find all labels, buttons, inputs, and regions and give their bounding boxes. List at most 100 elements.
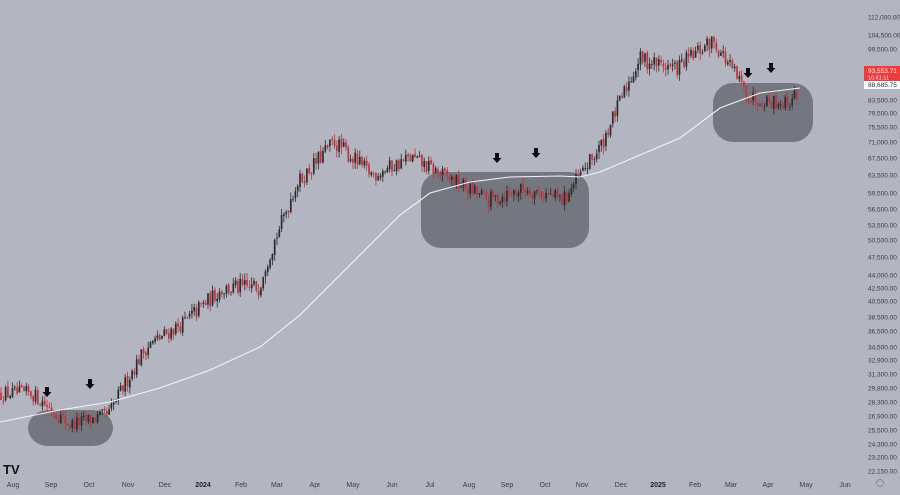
candle-body — [395, 160, 398, 171]
candle-body — [124, 377, 127, 392]
candle-body — [722, 51, 725, 53]
candle-body — [381, 171, 384, 177]
candle-body — [680, 59, 683, 61]
y-tick-label: 31,300.00 — [868, 372, 897, 379]
candle-body — [766, 96, 768, 107]
candle-body — [312, 158, 315, 174]
candle-body — [156, 335, 159, 339]
candle-body — [533, 191, 536, 199]
x-tick-label: Sep — [501, 482, 514, 489]
candle-body — [441, 168, 444, 176]
x-tick-label: Sep — [45, 482, 58, 489]
candle-body — [437, 169, 439, 173]
candle-body — [651, 64, 653, 65]
y-tick-label: 63,500.00 — [868, 173, 897, 180]
candle-body — [260, 288, 262, 296]
candle-body — [743, 81, 745, 87]
candle-body — [18, 386, 21, 393]
candle-body — [687, 53, 690, 57]
x-tick-label: Feb — [235, 482, 247, 489]
candle-body — [87, 415, 90, 422]
candle-body — [425, 161, 428, 172]
reference-price-label: 88,685.75 — [868, 82, 897, 89]
candle-body — [726, 62, 729, 65]
candle-body — [407, 154, 409, 157]
x-tick-label: May — [346, 482, 360, 489]
settings-icon[interactable] — [876, 479, 884, 487]
candle-body — [41, 400, 44, 407]
candle-body — [55, 414, 58, 419]
candle-body — [404, 154, 407, 162]
candle-body — [563, 191, 566, 206]
candle-body — [36, 390, 39, 405]
candle-body — [499, 202, 501, 204]
candle-body — [115, 400, 117, 403]
candle-body — [529, 190, 531, 195]
candle-body — [556, 190, 559, 198]
candle-body — [457, 175, 460, 188]
candle-body — [676, 61, 679, 75]
candle-body — [119, 385, 122, 391]
candle-body — [582, 167, 584, 171]
candle-body — [713, 37, 715, 43]
candle-body — [565, 192, 568, 202]
candle-body — [777, 104, 780, 108]
candle-body — [754, 93, 757, 103]
x-tick-label: Feb — [689, 482, 701, 489]
candle-body — [227, 284, 230, 293]
y-tick-label: 40,500.00 — [868, 299, 897, 306]
candle-body — [253, 280, 255, 285]
candle-body — [30, 391, 32, 397]
y-tick-label: 23,200.00 — [868, 455, 897, 462]
candle-body — [572, 184, 575, 188]
down-arrow-icon — [743, 68, 753, 78]
candle-body — [188, 313, 191, 317]
candle-body — [683, 60, 685, 67]
candle-body — [0, 392, 2, 400]
candle-body — [163, 329, 166, 336]
candle-body — [434, 168, 437, 174]
y-tick-label: 24,300.00 — [868, 442, 897, 449]
candle-body — [154, 338, 156, 342]
candle-body — [158, 334, 161, 340]
candle-body — [641, 51, 644, 63]
candle-body — [591, 154, 593, 160]
candle-body — [126, 376, 129, 387]
candle-body — [303, 181, 306, 184]
candle-body — [400, 159, 403, 169]
y-tick-label: 112,000.00 — [868, 15, 900, 22]
candle-body — [639, 51, 642, 65]
candle-body — [644, 53, 646, 62]
x-tick-label: Dec — [615, 482, 628, 489]
candle-body — [147, 347, 150, 356]
candle-body — [301, 174, 304, 182]
candle-body — [315, 158, 317, 164]
candle-body — [552, 194, 554, 198]
candle-body — [414, 154, 416, 158]
x-tick-label: Oct — [540, 482, 551, 489]
candle-body — [69, 424, 71, 429]
candle-body — [724, 51, 727, 64]
candle-body — [430, 159, 432, 164]
candle-body — [759, 105, 761, 107]
moving-average — [0, 87, 801, 423]
y-tick-label: 34,500.00 — [868, 345, 897, 352]
candle-body — [347, 147, 350, 162]
candle-body — [308, 167, 311, 174]
candle-body — [280, 215, 283, 229]
candle-body — [678, 60, 681, 75]
highlight-zone — [713, 83, 813, 142]
x-tick-label: Aug — [463, 482, 476, 489]
candle-body — [294, 191, 297, 199]
candle-body — [637, 63, 639, 71]
candle-body — [575, 174, 577, 184]
candle-body — [202, 302, 205, 304]
candle-body — [25, 386, 28, 392]
candle-body — [595, 153, 598, 160]
candle-body — [519, 184, 522, 193]
candle-body — [464, 179, 467, 189]
candle-body — [706, 38, 708, 46]
candle-body — [108, 409, 110, 415]
